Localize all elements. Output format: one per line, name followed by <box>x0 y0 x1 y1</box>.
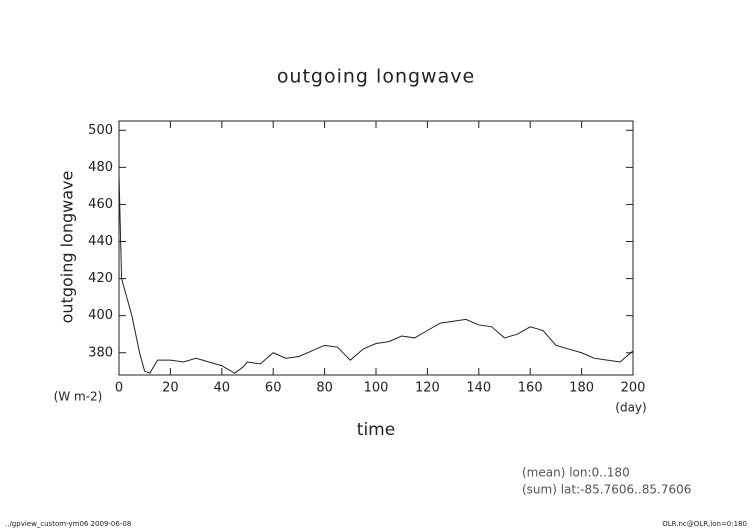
x-tick-label: 80 <box>316 381 333 396</box>
note: (sum) lat:-85.7606..85.7606 <box>522 483 691 497</box>
x-tick-label: 140 <box>466 381 491 396</box>
y-tick-label: 420 <box>88 271 113 286</box>
x-tick-label: 200 <box>621 381 646 396</box>
y-axis-label: outgoing longwave <box>58 171 77 324</box>
y-tick-label: 440 <box>88 234 113 249</box>
data-line <box>118 174 634 374</box>
x-tick-label: 20 <box>162 381 179 396</box>
footer-right: OLR.nc@OLR,lon=0:180 <box>662 520 747 528</box>
footer-left: ../gpview_custom-ym06 2009-06-08 <box>5 520 131 528</box>
x-tick-label: 180 <box>569 381 594 396</box>
x-tick-label: 60 <box>265 381 282 396</box>
y-tick-label: 500 <box>88 123 113 138</box>
plot-frame <box>118 120 634 376</box>
chart-title: outgoing longwave <box>277 66 475 88</box>
x-axis-label: time <box>357 420 395 440</box>
x-tick-label: 40 <box>214 381 231 396</box>
x-tick-label: 0 <box>115 381 123 396</box>
x-tick-label: 160 <box>518 381 543 396</box>
y-unit: (W m-2) <box>54 390 103 404</box>
x-tick-label: 100 <box>364 381 389 396</box>
y-tick-label: 460 <box>88 197 113 212</box>
note: (mean) lon:0..180 <box>522 466 630 480</box>
y-tick-label: 400 <box>88 308 113 323</box>
x-tick-label: 120 <box>415 381 440 396</box>
y-tick-label: 480 <box>88 160 113 175</box>
x-unit: (day) <box>615 401 646 415</box>
y-tick-label: 380 <box>88 345 113 360</box>
